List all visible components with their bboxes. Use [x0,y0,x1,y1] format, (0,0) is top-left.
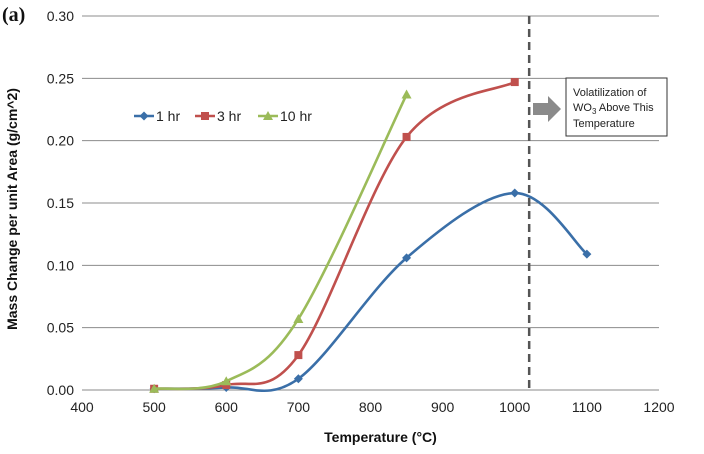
x-tick-label: 600 [215,399,239,415]
legend-marker [201,112,209,120]
y-tick-label: 0.15 [47,195,74,211]
data-point [510,188,520,198]
data-point [293,374,303,384]
x-tick-label: 800 [359,399,383,415]
y-tick-labels: 0.00 0.05 0.10 0.15 0.20 0.25 0.30 [47,8,74,398]
x-tick-label: 1100 [572,399,602,415]
data-point [294,351,303,360]
annotation-line-3: Temperature [573,118,635,130]
legend-label: 1 hr [156,108,180,124]
legend-item-10-hr: 10 hr [258,108,312,124]
legend-label: 10 hr [280,108,312,124]
grid [82,15,659,391]
y-tick-label: 0.05 [47,320,74,336]
annotation-subscript: 3 [592,107,597,116]
x-tick-labels: 400 500 600 700 800 900 1000 1100 1200 [70,399,674,415]
data-point [293,313,304,323]
x-tick-label: 1000 [499,399,530,415]
x-tick-label: 400 [70,399,94,415]
legend-item-3-hr: 3 hr [195,108,241,124]
series-line-1-hr [154,191,588,393]
data-point [402,253,412,263]
data-point [149,383,160,393]
series-line-3-hr [154,80,516,391]
right-arrow-icon [533,96,561,122]
legend: 1 hr 3 hr 10 hr [134,108,312,124]
data-point [510,78,519,87]
series-1-hr [149,188,592,394]
legend-item-1-hr: 1 hr [134,108,180,124]
y-tick-label: 0.25 [47,70,74,86]
series-10-hr [149,89,412,393]
data-point [402,132,411,141]
annotation: Volatilization of WO3 Above This Tempera… [533,77,668,137]
x-tick-label: 700 [287,399,311,415]
series-3-hr [150,78,519,393]
legend-marker [139,111,149,121]
annotation-line-2-prefix: WO [573,102,592,114]
y-axis-title: Mass Change per unit Area (g/cm^2) [4,88,20,330]
y-tick-label: 0.00 [47,382,74,398]
y-tick-label: 0.10 [47,257,74,273]
annotation-line-1: Volatilization of [573,87,647,99]
x-tick-label: 500 [142,399,166,415]
legend-label: 3 hr [217,108,241,124]
data-point [582,249,592,259]
panel-label: (a) [2,4,25,26]
x-tick-label: 1200 [643,399,674,415]
data-point [221,376,232,386]
legend-marker [263,111,273,120]
y-tick-label: 0.30 [47,8,74,24]
series-layer [149,78,592,394]
annotation-line-2-suffix: Above This [596,102,654,114]
data-point [401,89,412,99]
x-tick-label: 900 [431,399,455,415]
series-line-10-hr [153,93,408,391]
y-tick-label: 0.20 [47,133,74,149]
x-axis-title: Temperature (°C) [324,429,437,445]
annotation-box [565,77,668,137]
annotation-line-2: WO3 Above This [573,102,654,116]
